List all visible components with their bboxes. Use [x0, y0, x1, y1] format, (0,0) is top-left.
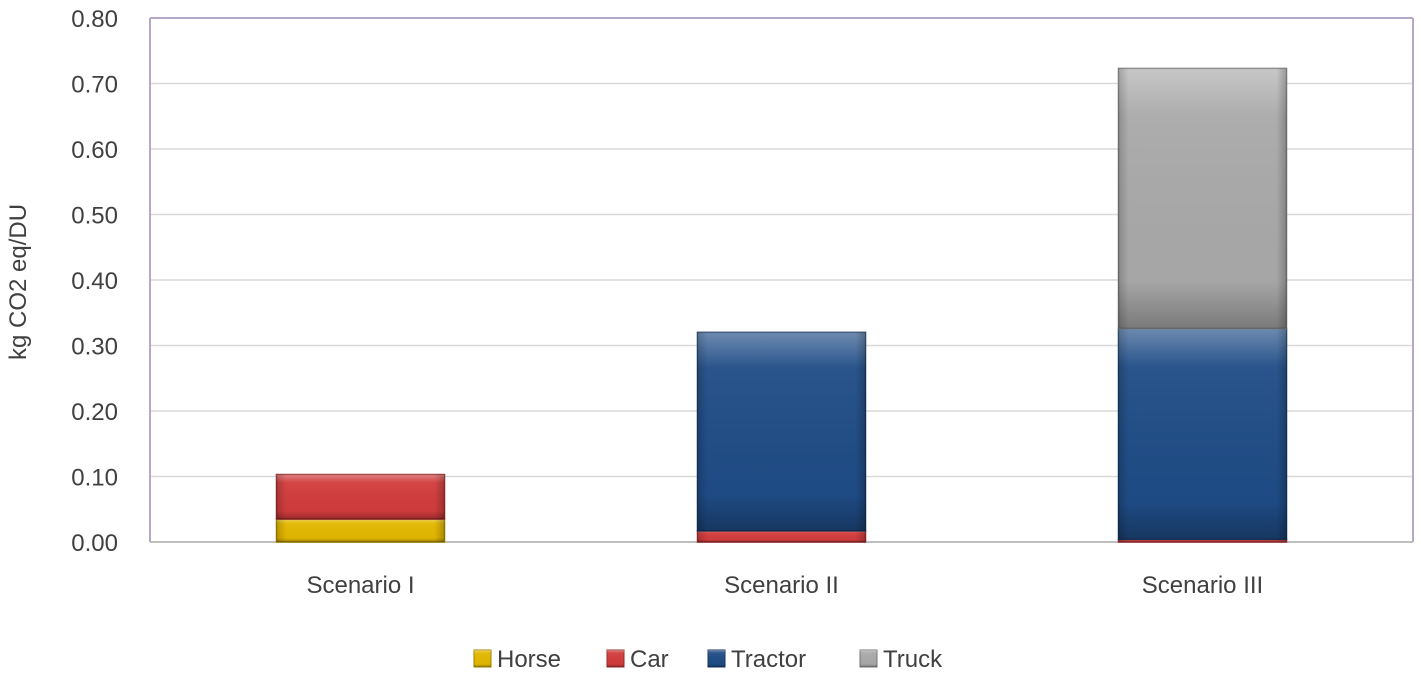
legend-swatch: [707, 649, 726, 668]
legend-item-tractor: Tractor: [707, 646, 806, 673]
legend-item-truck: Truck: [859, 646, 943, 673]
bar-segment-truck-3: [1117, 67, 1288, 330]
y-tick-label: 0.00: [71, 530, 118, 557]
y-tick-label: 0.10: [71, 465, 118, 492]
legend-item-horse: Horse: [473, 646, 561, 673]
legend: Horse Car Tractor Truck: [473, 646, 943, 673]
legend-swatch: [606, 649, 625, 668]
x-tick-label: Scenario III: [1142, 572, 1263, 599]
bar-segment-horse-1: [275, 518, 446, 543]
legend-item-car: Car: [606, 646, 669, 673]
bar-segment-tractor-3: [1117, 327, 1288, 541]
legend-label: Truck: [883, 646, 943, 673]
x-tick-label: Scenario I: [306, 572, 414, 599]
y-tick-label: 0.40: [71, 268, 118, 295]
bar-segment-car-2: [696, 530, 867, 543]
bar-segment-tractor-2: [696, 331, 867, 532]
bar-segment-car-1: [275, 473, 446, 520]
legend-swatch: [473, 649, 492, 668]
x-tick-label: Scenario II: [724, 572, 839, 599]
legend-label: Horse: [497, 646, 561, 673]
y-axis-title: kg CO2 eq/DU: [5, 204, 32, 360]
y-tick-label: 0.70: [71, 72, 118, 99]
y-tick-label: 0.60: [71, 137, 118, 164]
x-tick-labels: Scenario I Scenario II Scenario III: [306, 572, 1263, 599]
y-tick-label: 0.80: [71, 6, 118, 33]
legend-label: Car: [630, 646, 669, 673]
y-tick-label: 0.20: [71, 399, 118, 426]
y-tick-label: 0.30: [71, 334, 118, 361]
bars: [275, 67, 1288, 543]
legend-swatch: [859, 649, 878, 668]
y-tick-label: 0.50: [71, 203, 118, 230]
legend-label: Tractor: [731, 646, 806, 673]
